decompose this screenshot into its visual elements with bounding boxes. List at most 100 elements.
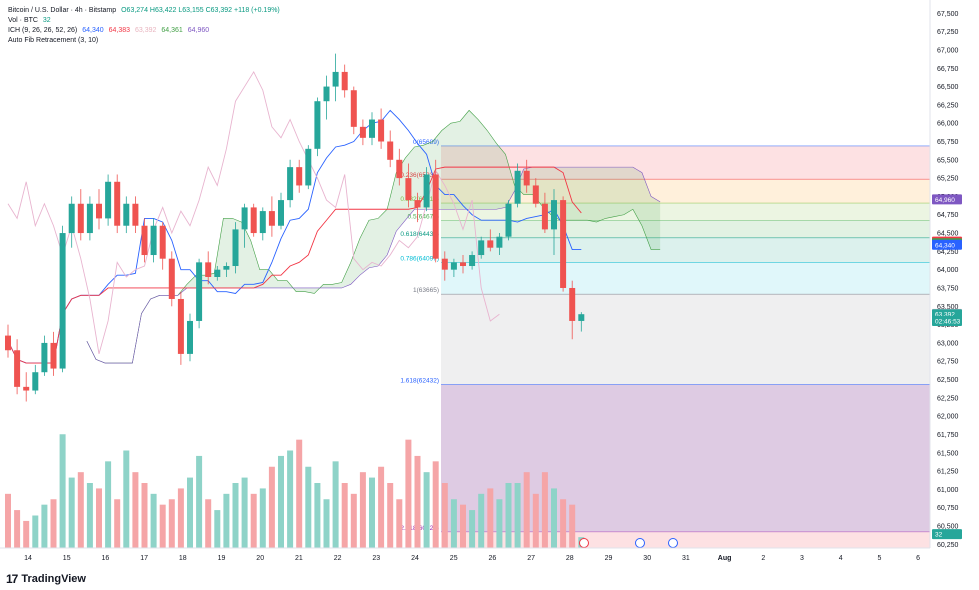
legend-symbol-row[interactable]: Bitcoin / U.S. Dollar · 4h · Bitstamp O6… xyxy=(8,6,280,16)
kijun-line xyxy=(7,166,582,364)
price-axis-tick: 66,500 xyxy=(937,84,959,91)
candle-body[interactable] xyxy=(369,119,375,138)
candle-body[interactable] xyxy=(196,262,203,321)
legend-ichimoku-row[interactable]: ICH (9, 26, 26, 52, 26) 64,340 64,383 63… xyxy=(8,26,280,36)
legend-volume-row[interactable]: Vol · BTC 32 xyxy=(8,16,280,26)
candle-body[interactable] xyxy=(278,200,284,226)
candle-body[interactable] xyxy=(450,262,457,270)
candle-body[interactable] xyxy=(159,225,166,259)
candle-body[interactable] xyxy=(578,314,585,321)
candle-body[interactable] xyxy=(505,203,512,237)
candle-body[interactable] xyxy=(487,240,494,248)
candle-body[interactable] xyxy=(250,207,257,234)
candle-body[interactable] xyxy=(123,203,130,226)
candle-body[interactable] xyxy=(460,262,466,267)
candle-body[interactable] xyxy=(532,185,539,204)
candle-body[interactable] xyxy=(359,126,366,138)
price-axis-tick: 67,000 xyxy=(937,47,959,54)
candle-body[interactable] xyxy=(77,203,84,234)
price-axis-tick: 64,250 xyxy=(937,249,959,256)
time-axis-label: 24 xyxy=(411,555,419,562)
time-axis-label: 22 xyxy=(334,555,342,562)
tradingview-footer[interactable]: 17 TradingView xyxy=(6,572,86,586)
price-axis-tick: 65,250 xyxy=(937,176,959,183)
price-tag[interactable] xyxy=(932,529,962,540)
candle-body[interactable] xyxy=(332,71,339,87)
time-axis-label: 31 xyxy=(682,555,690,562)
candle-body[interactable] xyxy=(241,207,248,230)
candle-body[interactable] xyxy=(541,203,548,230)
candle-body[interactable] xyxy=(341,71,348,91)
candle-body[interactable] xyxy=(214,269,221,277)
candle-body[interactable] xyxy=(350,90,357,127)
candle-body[interactable] xyxy=(96,203,102,219)
candle-body[interactable] xyxy=(177,298,184,354)
event-icon[interactable] xyxy=(579,538,589,548)
price-tag[interactable] xyxy=(932,315,962,326)
event-icon[interactable] xyxy=(668,538,678,548)
candle-body[interactable] xyxy=(232,229,239,267)
candle-body[interactable] xyxy=(105,181,112,219)
fib-zone xyxy=(441,262,930,295)
candle-body[interactable] xyxy=(396,159,403,179)
candle-body[interactable] xyxy=(223,266,230,270)
fib-zone xyxy=(441,203,930,221)
price-axis-tick: 64,500 xyxy=(937,231,959,238)
candle-body[interactable] xyxy=(314,101,321,149)
candle-body[interactable] xyxy=(50,342,57,369)
event-icon[interactable] xyxy=(635,538,645,548)
candle-body[interactable] xyxy=(523,170,530,186)
candle-body[interactable] xyxy=(150,225,157,256)
candle-body[interactable] xyxy=(259,211,266,234)
candle-body[interactable] xyxy=(59,233,66,369)
candle-body[interactable] xyxy=(551,200,557,230)
fib-level-label: 0.236(65235) xyxy=(400,172,439,179)
candle-body[interactable] xyxy=(478,240,485,256)
candle-body[interactable] xyxy=(114,181,121,226)
volume-bar xyxy=(214,510,221,548)
symbol-label[interactable]: Bitcoin / U.S. Dollar · 4h · Bitstamp xyxy=(8,7,117,14)
candle-body[interactable] xyxy=(378,119,385,142)
candle-body[interactable] xyxy=(141,225,148,256)
time-axis-label: 4 xyxy=(839,555,843,562)
candle-body[interactable] xyxy=(441,258,448,270)
candle-body[interactable] xyxy=(32,372,39,391)
candle-body[interactable] xyxy=(496,236,503,248)
time-axis-label: 25 xyxy=(450,555,458,562)
volume-bar xyxy=(423,472,430,548)
candle-body[interactable] xyxy=(132,203,139,226)
candle-body[interactable] xyxy=(14,350,21,387)
candle-body[interactable] xyxy=(569,287,576,321)
candle-body[interactable] xyxy=(268,211,275,226)
candle-body[interactable] xyxy=(323,86,330,102)
price-tag-label: 02:46:53 xyxy=(935,318,961,325)
candle-body[interactable] xyxy=(305,148,312,186)
candle-body[interactable] xyxy=(405,178,412,201)
candle-body[interactable] xyxy=(23,386,30,391)
candle-body[interactable] xyxy=(414,200,421,208)
candle-body[interactable] xyxy=(205,262,212,277)
volume-bar xyxy=(187,477,193,548)
volume-bar xyxy=(496,499,503,548)
candle-body[interactable] xyxy=(387,141,394,160)
candle-body[interactable] xyxy=(469,255,476,267)
volume-bar xyxy=(314,483,321,548)
candle-body[interactable] xyxy=(168,258,175,299)
candle-body[interactable] xyxy=(86,203,93,234)
candle-body[interactable] xyxy=(5,335,11,351)
candle-body[interactable] xyxy=(287,167,294,201)
candle-body[interactable] xyxy=(560,200,567,288)
price-tag[interactable] xyxy=(932,194,962,205)
candle-body[interactable] xyxy=(187,320,193,354)
legend-fib-row[interactable]: Auto Fib Retracement (3, 10) xyxy=(8,36,280,46)
candle-body[interactable] xyxy=(296,167,303,186)
candle-body[interactable] xyxy=(68,203,75,234)
candle-body[interactable] xyxy=(41,342,48,373)
volume-bar xyxy=(341,483,348,548)
price-tag[interactable] xyxy=(932,239,962,250)
candle-body[interactable] xyxy=(432,174,439,259)
candle-body[interactable] xyxy=(423,174,430,208)
candle-body[interactable] xyxy=(514,170,521,204)
volume-bar xyxy=(77,472,84,548)
